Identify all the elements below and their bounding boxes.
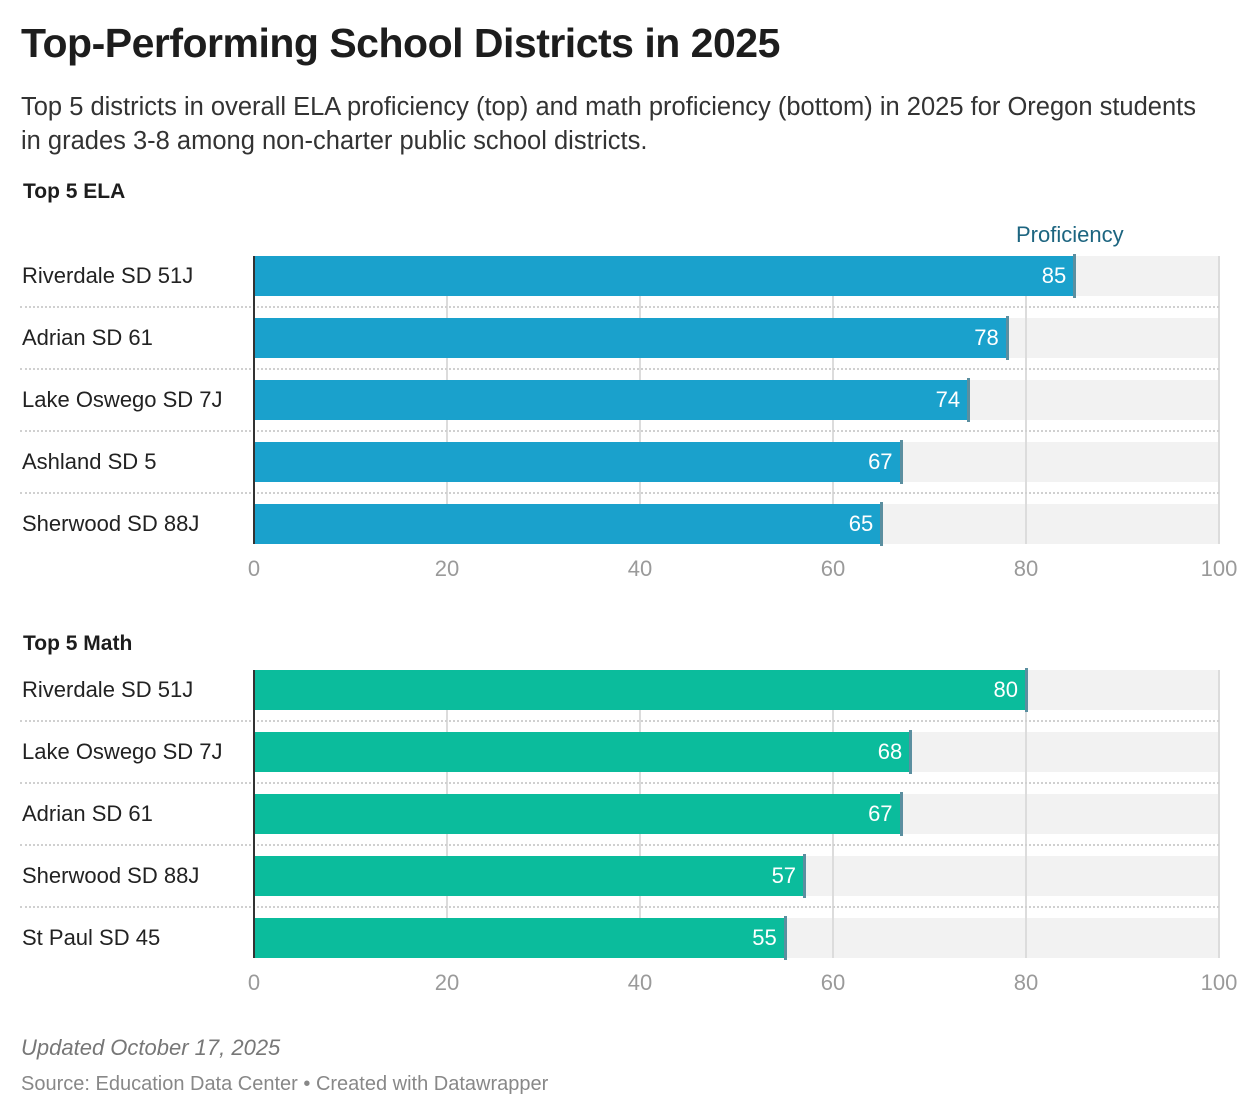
category-label: Adrian SD 61: [22, 801, 153, 826]
category-label: Lake Oswego SD 7J: [22, 739, 223, 764]
source-note: Source: Education Data Center • Created …: [21, 1073, 549, 1095]
x-tick-label: 40: [627, 556, 653, 581]
x-tick-label: 20: [434, 970, 460, 995]
category-label: St Paul SD 45: [22, 925, 161, 950]
gridline: [1218, 256, 1220, 544]
x-tick-label: 80: [1013, 556, 1039, 581]
row-separator: [20, 720, 1219, 722]
value-label: 67: [868, 449, 893, 474]
category-label: Adrian SD 61: [22, 325, 153, 350]
value-label: 57: [771, 863, 797, 888]
row-separator: [20, 368, 1219, 370]
bar-end-marker: [803, 854, 807, 898]
row-separator: [20, 782, 1219, 784]
bar: [254, 918, 785, 958]
value-label: 67: [868, 801, 893, 826]
category-label: Sherwood SD 88J: [22, 511, 200, 536]
chart-title: Top-Performing School Districts in 2025: [21, 20, 780, 66]
gridline: [1025, 256, 1027, 544]
bar: [254, 256, 1075, 296]
chart-subtitle: Top 5 districts in overall ELA proficien…: [21, 93, 1196, 155]
x-tick-label: 0: [247, 556, 261, 581]
x-tick-label: 80: [1013, 970, 1039, 995]
value-label: 68: [877, 739, 903, 764]
value-label: 55: [752, 925, 777, 950]
bar-end-marker: [1073, 254, 1077, 298]
bar-end-marker: [1005, 316, 1009, 360]
value-label: 65: [848, 511, 874, 536]
x-tick-label: 0: [247, 970, 261, 995]
bar-end-marker: [880, 502, 884, 546]
category-label: Riverdale SD 51J: [22, 263, 194, 288]
row-separator: [20, 906, 1219, 908]
panel-title-math: Top 5 Math: [23, 632, 133, 655]
x-tick-label: 100: [1200, 970, 1238, 995]
bar: [254, 504, 882, 544]
panel-title-ela: Top 5 ELA: [23, 180, 126, 203]
value-label: 80: [993, 677, 1018, 702]
row-separator: [20, 306, 1219, 308]
value-label: 78: [974, 325, 999, 350]
bar-end-marker: [909, 730, 913, 774]
bar: [254, 794, 901, 834]
axis-baseline: [253, 670, 255, 958]
gridline: [1025, 670, 1027, 958]
x-tick-label: 60: [820, 556, 846, 581]
row-separator: [20, 492, 1219, 494]
value-label: 74: [935, 387, 961, 412]
bar-end-marker: [899, 440, 903, 484]
bar: [254, 380, 969, 420]
bar-end-marker: [967, 378, 971, 422]
bar: [254, 856, 805, 896]
bar: [254, 670, 1026, 710]
bar: [254, 318, 1007, 358]
gridline: [1218, 670, 1220, 958]
row-separator: [20, 430, 1219, 432]
axis-baseline: [253, 256, 255, 544]
category-label: Ashland SD 5: [22, 449, 157, 474]
updated-note: Updated October 17, 2025: [21, 1035, 281, 1060]
category-label: Riverdale SD 51J: [22, 677, 194, 702]
bar-end-marker: [783, 916, 787, 960]
x-tick-label: 20: [434, 556, 460, 581]
category-label: Lake Oswego SD 7J: [22, 387, 223, 412]
bar-end-marker: [1025, 668, 1028, 712]
x-tick-label: 100: [1200, 556, 1238, 581]
category-label: Sherwood SD 88J: [22, 863, 200, 888]
value-label: 85: [1041, 263, 1067, 288]
bar-end-marker: [899, 792, 903, 836]
x-tick-label: 40: [627, 970, 653, 995]
bar: [254, 442, 901, 482]
x-tick-label: 60: [820, 970, 846, 995]
bar: [254, 732, 911, 772]
legend-proficiency: Proficiency: [1016, 222, 1124, 247]
row-separator: [20, 844, 1219, 846]
